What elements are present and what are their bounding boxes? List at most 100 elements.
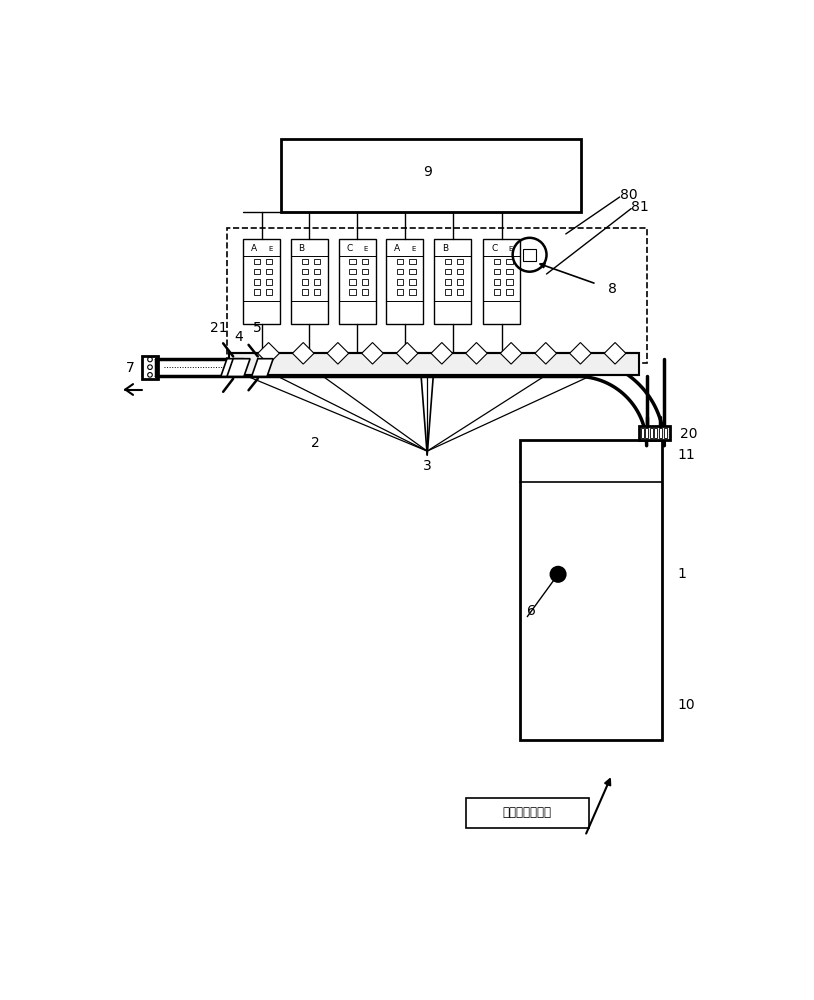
- Text: 81: 81: [631, 200, 649, 214]
- Bar: [349, 279, 356, 285]
- Bar: [397, 269, 403, 274]
- Text: E: E: [268, 246, 273, 252]
- Text: 2: 2: [311, 436, 320, 450]
- Bar: [397, 259, 403, 264]
- Bar: [361, 269, 368, 274]
- Bar: [409, 269, 416, 274]
- Bar: [466, 798, 589, 828]
- Text: E: E: [508, 246, 513, 252]
- Text: 10: 10: [677, 698, 695, 712]
- Bar: [361, 289, 368, 295]
- Bar: [494, 279, 501, 285]
- Text: 接蔒发器排气端: 接蔒发器排气端: [503, 806, 552, 820]
- Text: C: C: [491, 244, 497, 253]
- Bar: [349, 259, 356, 264]
- Bar: [494, 289, 501, 295]
- Polygon shape: [431, 343, 453, 364]
- Bar: [659, 428, 662, 438]
- Bar: [302, 269, 308, 274]
- Bar: [339, 239, 375, 324]
- Bar: [641, 428, 645, 438]
- Polygon shape: [396, 343, 418, 364]
- Circle shape: [550, 567, 566, 582]
- Polygon shape: [221, 359, 244, 376]
- Bar: [266, 279, 273, 285]
- Bar: [506, 289, 513, 295]
- Text: 5: 5: [253, 321, 262, 335]
- Bar: [266, 259, 273, 264]
- Text: A: A: [394, 244, 400, 253]
- Bar: [266, 289, 273, 295]
- Text: 1: 1: [677, 567, 686, 581]
- Bar: [663, 428, 667, 438]
- Polygon shape: [604, 343, 626, 364]
- Bar: [254, 259, 260, 264]
- Bar: [254, 269, 260, 274]
- Bar: [314, 289, 320, 295]
- Text: E: E: [364, 246, 368, 252]
- Bar: [254, 279, 260, 285]
- Bar: [142, 356, 158, 379]
- Bar: [639, 426, 670, 440]
- Polygon shape: [361, 343, 383, 364]
- Bar: [397, 279, 403, 285]
- Text: 9: 9: [422, 165, 431, 179]
- Bar: [314, 279, 320, 285]
- Text: 21: 21: [211, 321, 228, 335]
- Polygon shape: [570, 343, 591, 364]
- Bar: [387, 239, 423, 324]
- Polygon shape: [501, 343, 522, 364]
- Bar: [434, 239, 471, 324]
- Bar: [409, 279, 416, 285]
- Bar: [445, 289, 451, 295]
- Bar: [457, 259, 463, 264]
- Polygon shape: [252, 359, 274, 376]
- Polygon shape: [292, 343, 314, 364]
- Text: 4: 4: [234, 330, 243, 344]
- Polygon shape: [466, 343, 488, 364]
- Bar: [409, 289, 416, 295]
- Bar: [291, 239, 328, 324]
- Text: 3: 3: [422, 460, 431, 474]
- Bar: [243, 239, 280, 324]
- Bar: [445, 259, 451, 264]
- Bar: [457, 279, 463, 285]
- Bar: [506, 259, 513, 264]
- Bar: [645, 428, 648, 438]
- Bar: [494, 259, 501, 264]
- Bar: [302, 279, 308, 285]
- Bar: [457, 289, 463, 295]
- Bar: [361, 259, 368, 264]
- Bar: [227, 228, 646, 363]
- Text: A: A: [251, 244, 257, 253]
- Bar: [409, 259, 416, 264]
- Bar: [302, 289, 308, 295]
- Bar: [281, 139, 581, 212]
- Bar: [494, 269, 501, 274]
- Text: 11: 11: [677, 448, 695, 462]
- Text: E: E: [411, 246, 416, 252]
- Bar: [519, 440, 662, 740]
- Bar: [314, 259, 320, 264]
- Bar: [302, 259, 308, 264]
- Bar: [254, 289, 260, 295]
- Bar: [506, 269, 513, 274]
- Bar: [445, 269, 451, 274]
- Polygon shape: [227, 359, 250, 376]
- Bar: [523, 249, 536, 261]
- Bar: [457, 269, 463, 274]
- Bar: [506, 279, 513, 285]
- Text: B: B: [299, 244, 304, 253]
- Bar: [314, 269, 320, 274]
- Bar: [349, 269, 356, 274]
- Text: C: C: [346, 244, 352, 253]
- Bar: [397, 289, 403, 295]
- Text: 7: 7: [126, 361, 135, 375]
- Text: 6: 6: [527, 604, 536, 618]
- Text: 8: 8: [608, 282, 617, 296]
- Text: B: B: [442, 244, 448, 253]
- Bar: [445, 279, 451, 285]
- Bar: [349, 289, 356, 295]
- Bar: [361, 279, 368, 285]
- Bar: [266, 269, 273, 274]
